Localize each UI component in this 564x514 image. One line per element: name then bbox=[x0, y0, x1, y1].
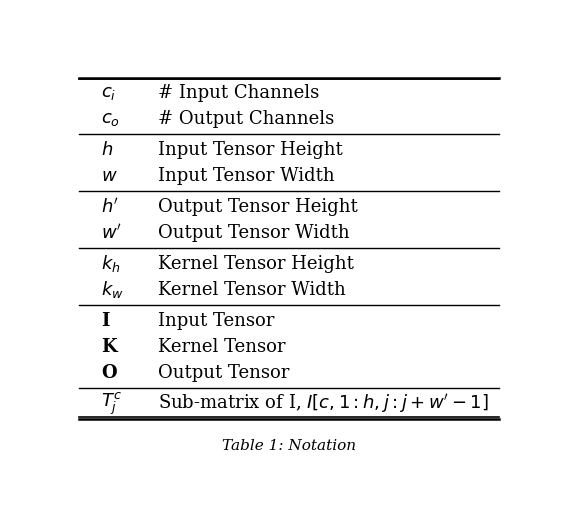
Text: K: K bbox=[101, 338, 117, 356]
Text: $w'$: $w'$ bbox=[101, 223, 122, 242]
Text: Output Tensor Height: Output Tensor Height bbox=[158, 197, 358, 215]
Text: Table 1: Notation: Table 1: Notation bbox=[222, 439, 356, 453]
Text: $h'$: $h'$ bbox=[101, 197, 119, 216]
Text: Input Tensor: Input Tensor bbox=[158, 311, 274, 329]
Text: $T_j^c$: $T_j^c$ bbox=[101, 391, 122, 417]
Text: O: O bbox=[101, 364, 117, 382]
Text: $c_o$: $c_o$ bbox=[101, 109, 120, 127]
Text: Sub-matrix of I, $I[c, 1:h, j:j+w'-1]$: Sub-matrix of I, $I[c, 1:h, j:j+w'-1]$ bbox=[158, 392, 489, 415]
Text: $k_h$: $k_h$ bbox=[101, 253, 121, 274]
Text: Output Tensor: Output Tensor bbox=[158, 364, 289, 382]
Text: $w$: $w$ bbox=[101, 167, 118, 185]
Text: Kernel Tensor: Kernel Tensor bbox=[158, 338, 285, 356]
Text: $h$: $h$ bbox=[101, 140, 113, 158]
Text: I: I bbox=[101, 311, 109, 329]
Text: $k_w$: $k_w$ bbox=[101, 279, 124, 300]
Text: $c_i$: $c_i$ bbox=[101, 84, 116, 102]
Text: Input Tensor Width: Input Tensor Width bbox=[158, 167, 334, 185]
Text: # Output Channels: # Output Channels bbox=[158, 109, 334, 127]
Text: Kernel Tensor Width: Kernel Tensor Width bbox=[158, 281, 346, 299]
Text: Output Tensor Width: Output Tensor Width bbox=[158, 224, 350, 242]
Text: Input Tensor Height: Input Tensor Height bbox=[158, 140, 343, 158]
Text: Kernel Tensor Height: Kernel Tensor Height bbox=[158, 254, 354, 272]
Text: # Input Channels: # Input Channels bbox=[158, 84, 319, 102]
